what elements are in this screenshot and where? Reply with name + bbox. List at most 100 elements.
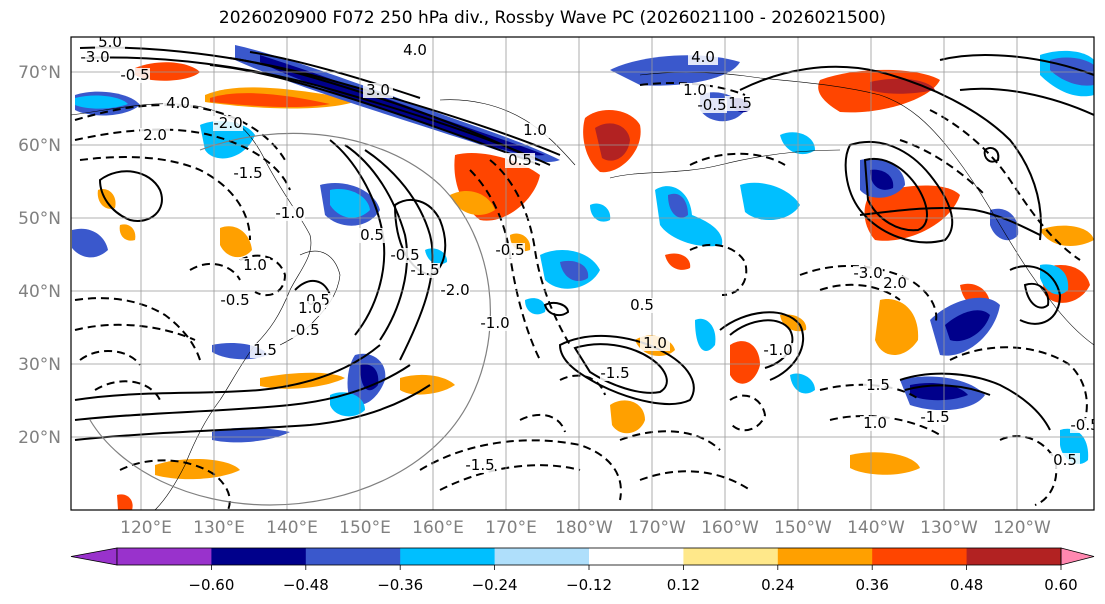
lon-tick-label: 170°E: [485, 518, 537, 538]
contour-line: [899, 372, 1051, 431]
lon-tick-label: 140°W: [847, 518, 905, 538]
contour-label: 1.0: [243, 256, 267, 274]
contour-label: 0.5: [508, 151, 532, 169]
longitude-labels: 120°E 130°E 140°E 150°E 160°E 170°E 180°W 170°W…: [120, 518, 1051, 538]
contour-label-bg: [213, 116, 243, 131]
colorbar-extend-high: [1060, 547, 1095, 566]
colorbar-tick-label: −0.12: [566, 576, 612, 594]
contour-line: [689, 243, 748, 296]
colorbar-tick-label: 0.48: [950, 576, 983, 594]
contour-line: [294, 280, 331, 296]
shade-patch: [560, 260, 589, 282]
contour-line: [239, 254, 287, 297]
shade-patch: [72, 228, 108, 258]
contour-label: 2.0: [143, 126, 167, 144]
coastline-kamchatka: [439, 99, 576, 166]
lat-tick-label: 70°N: [18, 63, 61, 83]
contour-label: 1.0: [298, 299, 322, 317]
contour-label-bg: [400, 43, 430, 58]
shade-patch: [875, 299, 919, 355]
lat-tick-label: 50°N: [18, 209, 61, 229]
colorbar-cell: [211, 548, 307, 565]
lat-tick-label: 40°N: [18, 282, 61, 302]
contour-label: -1.5: [465, 456, 494, 474]
lon-tick-label: 130°E: [193, 518, 245, 538]
contour-label: -3.0: [80, 48, 109, 66]
contour-line: [189, 262, 241, 281]
shade-patch: [610, 400, 645, 434]
colorbar-tick-label: −0.60: [188, 576, 234, 594]
contour-label: -1.5: [600, 364, 629, 382]
contour-line: [639, 470, 751, 491]
colorbar: −0.60 −0.48 −0.36 −0.24 −0.12 0.12 0.24 0.36 0.4…: [70, 547, 1095, 594]
contour-label: 2.0: [883, 274, 907, 292]
contour-label: -0.5: [120, 66, 149, 84]
shade-patch: [780, 132, 815, 155]
lat-tick-label: 60°N: [18, 136, 61, 156]
coastline-asia: [71, 103, 312, 510]
contour-label-bg: [250, 343, 280, 358]
contour-label: -0.5: [290, 321, 319, 339]
contour-line: [949, 346, 1088, 421]
colorbar-tick-label: 0.60: [1044, 576, 1077, 594]
contour-label: 4.0: [691, 48, 715, 66]
contour-label: 1.5: [728, 94, 752, 112]
shade-patch: [945, 310, 990, 342]
contour-line: [999, 435, 1058, 506]
shade-patch: [740, 182, 800, 221]
contour-label: -0.5: [1070, 416, 1099, 434]
shade-patch: [910, 383, 968, 401]
contour-label-bg: [410, 263, 440, 278]
shade-patch: [97, 189, 116, 209]
shade-patch: [850, 452, 920, 475]
shade-patch: [425, 248, 448, 265]
contour-label: 1.0: [643, 334, 667, 352]
contour-line: [983, 147, 1000, 163]
contour-label: -1.5: [233, 164, 262, 182]
contour-line: [939, 54, 1094, 76]
contour-line: [209, 64, 541, 166]
contour-line: [729, 394, 767, 432]
shade-patch: [864, 185, 960, 241]
colorbar-tick-label: 0.12: [667, 576, 700, 594]
colorbar-cell: [400, 548, 496, 565]
contour-label-bg: [220, 293, 250, 308]
contour-line: [364, 149, 434, 361]
contour-line: [1009, 265, 1062, 325]
contour-label: -2.0: [440, 281, 469, 299]
contour-line: [439, 464, 581, 491]
contour-label-bg: [295, 301, 325, 316]
lon-tick-label: 160°W: [701, 518, 759, 538]
contour-line: [819, 283, 901, 301]
contour-label: -0.5: [697, 96, 726, 114]
contour-label-bg: [680, 83, 710, 98]
contour-label: 1.0: [683, 81, 707, 99]
plot-frame: [70, 36, 1095, 511]
contour-label-bg: [697, 98, 727, 113]
shade-patch: [665, 253, 691, 270]
shade-patch: [117, 494, 133, 510]
contour-line: [904, 384, 991, 396]
contour-label-bg: [1050, 453, 1080, 468]
contour-line: [79, 156, 251, 241]
contour-label-bg: [880, 276, 910, 291]
shade-patch: [220, 226, 252, 258]
rossby-wave-contours: [74, 46, 1094, 441]
lon-tick-label: 130°W: [920, 518, 978, 538]
contour-line: [829, 414, 941, 436]
lon-tick-label: 120°W: [993, 518, 1051, 538]
contour-label-bg: [600, 366, 630, 381]
contour-label: -0.5: [220, 291, 249, 309]
contour-label-bg: [763, 343, 793, 358]
contour-label: 1.0: [863, 414, 887, 432]
contour-label: -1.0: [275, 204, 304, 222]
contour-line: [489, 159, 571, 346]
shade-patch: [695, 318, 716, 352]
colorbar-cell: [117, 548, 212, 565]
shade-patch: [450, 190, 495, 215]
contour-label-bg: [520, 123, 550, 138]
colorbar-cell: [589, 548, 684, 565]
shade-patch: [155, 458, 240, 480]
contour-label: 4.0: [166, 94, 190, 112]
contour-label: 4.0: [403, 41, 427, 59]
